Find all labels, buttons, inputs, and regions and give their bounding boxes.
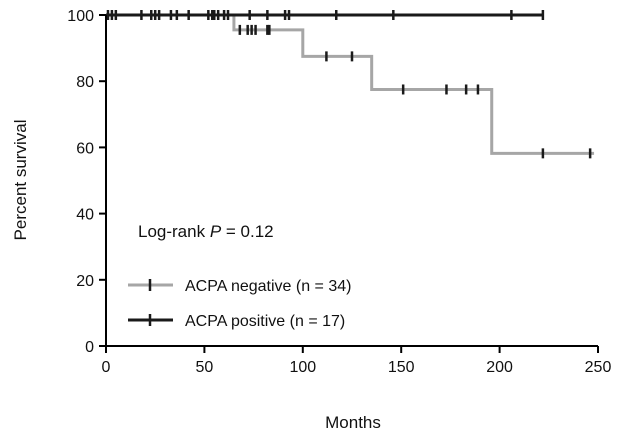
x-tick-label: 0	[102, 359, 111, 376]
y-tick-label: 0	[85, 339, 94, 356]
y-tick-label: 60	[76, 140, 94, 157]
y-tick-label: 100	[67, 8, 94, 25]
x-axis-title: Months	[325, 413, 381, 432]
series-line-acpa-negative	[106, 13, 595, 155]
x-tick-label: 150	[388, 359, 415, 376]
x-tick-label: 50	[196, 359, 214, 376]
legend-label-acpa-positive: ACPA positive (n = 17)	[185, 313, 345, 330]
y-tick-label: 40	[76, 207, 94, 224]
legend-label-acpa-negative: ACPA negative (n = 34)	[185, 278, 351, 295]
log-rank-annotation: Log-rank P = 0.12	[138, 222, 274, 241]
x-tick-label: 100	[289, 359, 316, 376]
y-tick-label: 80	[76, 74, 94, 91]
legend: ACPA negative (n = 34) ACPA positive (n …	[128, 278, 351, 330]
y-axis-title: Percent survival	[11, 120, 30, 241]
plot-area	[106, 10, 595, 159]
y-tick-label: 20	[76, 273, 94, 290]
x-tick-label: 200	[486, 359, 513, 376]
axes: 0 50 100 150 200 250 0 20 40 60 80 100	[67, 8, 611, 376]
x-tick-label: 250	[585, 359, 612, 376]
annotation-suffix: = 0.12	[221, 222, 273, 241]
annotation-prefix: Log-rank	[138, 222, 210, 241]
annotation-stat: P	[210, 222, 222, 241]
